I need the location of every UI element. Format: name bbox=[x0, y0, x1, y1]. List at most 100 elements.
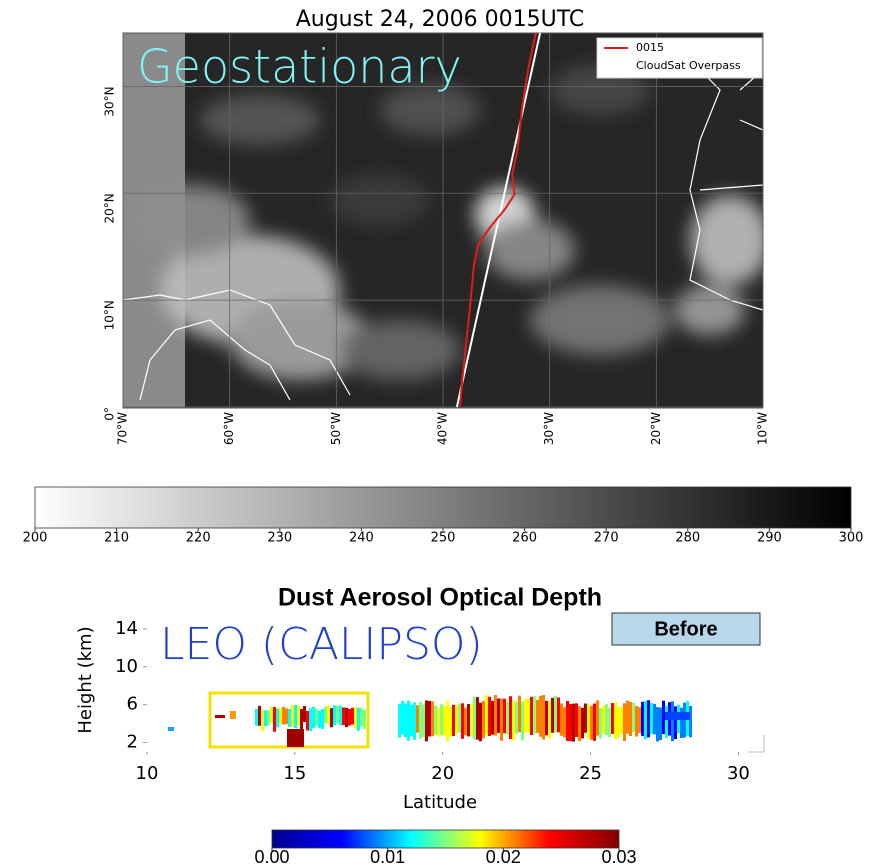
curtain-column bbox=[342, 707, 345, 725]
annotation: Geostationary bbox=[137, 40, 462, 94]
curtain-column bbox=[168, 727, 174, 731]
x-tick-label: 70°W bbox=[116, 412, 130, 445]
x-tick-label: 10°W bbox=[756, 412, 770, 445]
curtain-column bbox=[455, 705, 458, 733]
x-tick-label: 10 bbox=[136, 763, 159, 784]
y-tick-label: 0° bbox=[103, 407, 117, 421]
x-tick-label: 40°W bbox=[436, 412, 450, 445]
y-tick-label: 14 bbox=[115, 618, 138, 639]
x-tick-label: 200 bbox=[23, 531, 48, 546]
curtain-column bbox=[641, 702, 644, 736]
curtain-column bbox=[536, 700, 539, 733]
curtain-column bbox=[551, 698, 554, 733]
curtain-column bbox=[566, 701, 569, 741]
curtain-column bbox=[428, 701, 431, 736]
curtain-column bbox=[398, 704, 401, 738]
curtain-column bbox=[563, 707, 566, 737]
label-box-text: Before bbox=[654, 618, 717, 640]
x-tick-label: 0.02 bbox=[486, 847, 521, 866]
x-axis-label: Latitude bbox=[403, 792, 477, 813]
curtain-column bbox=[330, 708, 333, 727]
chart-title: August 24, 2006 0015UTC bbox=[296, 7, 585, 32]
curtain-column bbox=[327, 705, 330, 724]
curtain-column bbox=[482, 701, 485, 738]
curtain-column bbox=[620, 707, 623, 734]
x-tick-label: 0.03 bbox=[601, 847, 636, 866]
curtain-column bbox=[497, 699, 500, 733]
curtain-column bbox=[443, 706, 446, 735]
y-axis-label: Height (km) bbox=[75, 626, 96, 733]
curtain-column bbox=[467, 704, 470, 736]
curtain-column bbox=[312, 707, 315, 728]
curtain-column bbox=[363, 710, 366, 729]
curtain-column bbox=[491, 701, 494, 735]
curtain-column bbox=[662, 701, 665, 734]
curtain-column bbox=[282, 707, 285, 725]
curtain-column bbox=[461, 703, 464, 739]
curtain-column bbox=[473, 697, 476, 740]
y-tick-label: 10°N bbox=[103, 300, 117, 330]
curtain-column bbox=[608, 708, 611, 737]
curtain-column bbox=[674, 706, 677, 739]
curtain-column bbox=[267, 710, 270, 725]
curtain-column bbox=[524, 699, 527, 733]
curtain-column bbox=[629, 702, 632, 736]
curtain-column bbox=[605, 704, 608, 735]
curtain-column bbox=[689, 706, 692, 737]
curtain-column bbox=[650, 703, 653, 735]
curtain-column bbox=[315, 709, 318, 726]
x-tick-label: 240 bbox=[349, 531, 374, 546]
curtain-column bbox=[300, 709, 303, 732]
curtain-column bbox=[614, 702, 617, 740]
curtain-column bbox=[635, 706, 638, 737]
curtain-column bbox=[542, 695, 545, 739]
curtain-column bbox=[360, 708, 363, 726]
curtain-column bbox=[638, 707, 641, 733]
curtain-column bbox=[593, 704, 596, 741]
curtain-column bbox=[581, 708, 584, 738]
curtain-column bbox=[324, 706, 327, 723]
curtain-column bbox=[440, 704, 443, 735]
curtain-column bbox=[285, 708, 288, 724]
x-tick-label: 230 bbox=[267, 531, 292, 546]
curtain-column bbox=[351, 708, 354, 725]
curtain-column bbox=[665, 706, 668, 738]
curtain-column bbox=[515, 702, 518, 734]
curtain-column bbox=[273, 707, 276, 732]
curtain-column bbox=[530, 697, 533, 735]
curtain-column bbox=[626, 701, 629, 734]
x-tick-label: 250 bbox=[431, 531, 456, 546]
curtain-column bbox=[503, 699, 506, 733]
x-tick-label: 50°W bbox=[329, 412, 343, 445]
curtain-column bbox=[599, 708, 602, 739]
curtain-column bbox=[410, 705, 413, 736]
x-tick-label: 270 bbox=[594, 531, 619, 546]
curtain-column bbox=[623, 703, 626, 741]
curtain-column bbox=[291, 705, 294, 727]
curtain-column bbox=[518, 696, 521, 733]
curtain-column bbox=[270, 706, 273, 722]
curtain-column bbox=[611, 703, 614, 734]
curtain-column bbox=[476, 697, 479, 740]
curtain-column bbox=[539, 696, 542, 737]
curtain-column bbox=[548, 701, 551, 739]
curtain-column bbox=[348, 709, 351, 726]
curtain-column bbox=[665, 712, 690, 720]
curtain-column bbox=[569, 704, 572, 741]
curtain-column bbox=[357, 708, 360, 731]
curtain-column bbox=[560, 704, 563, 736]
curtain-column bbox=[297, 706, 300, 726]
colorbar bbox=[35, 487, 851, 528]
curtain-column bbox=[279, 708, 282, 724]
curtain-column bbox=[413, 702, 416, 740]
y-tick-label: 30°N bbox=[103, 86, 117, 116]
curtain-column bbox=[488, 697, 491, 736]
y-tick-label: 20°N bbox=[103, 193, 117, 223]
curtain-column bbox=[437, 708, 440, 737]
x-tick-label: 30 bbox=[727, 763, 750, 784]
curtain-column bbox=[354, 707, 357, 729]
curtain-column bbox=[533, 696, 536, 734]
curtain-column bbox=[527, 699, 530, 733]
curtain-column bbox=[434, 705, 437, 734]
curtain-column bbox=[653, 704, 656, 734]
